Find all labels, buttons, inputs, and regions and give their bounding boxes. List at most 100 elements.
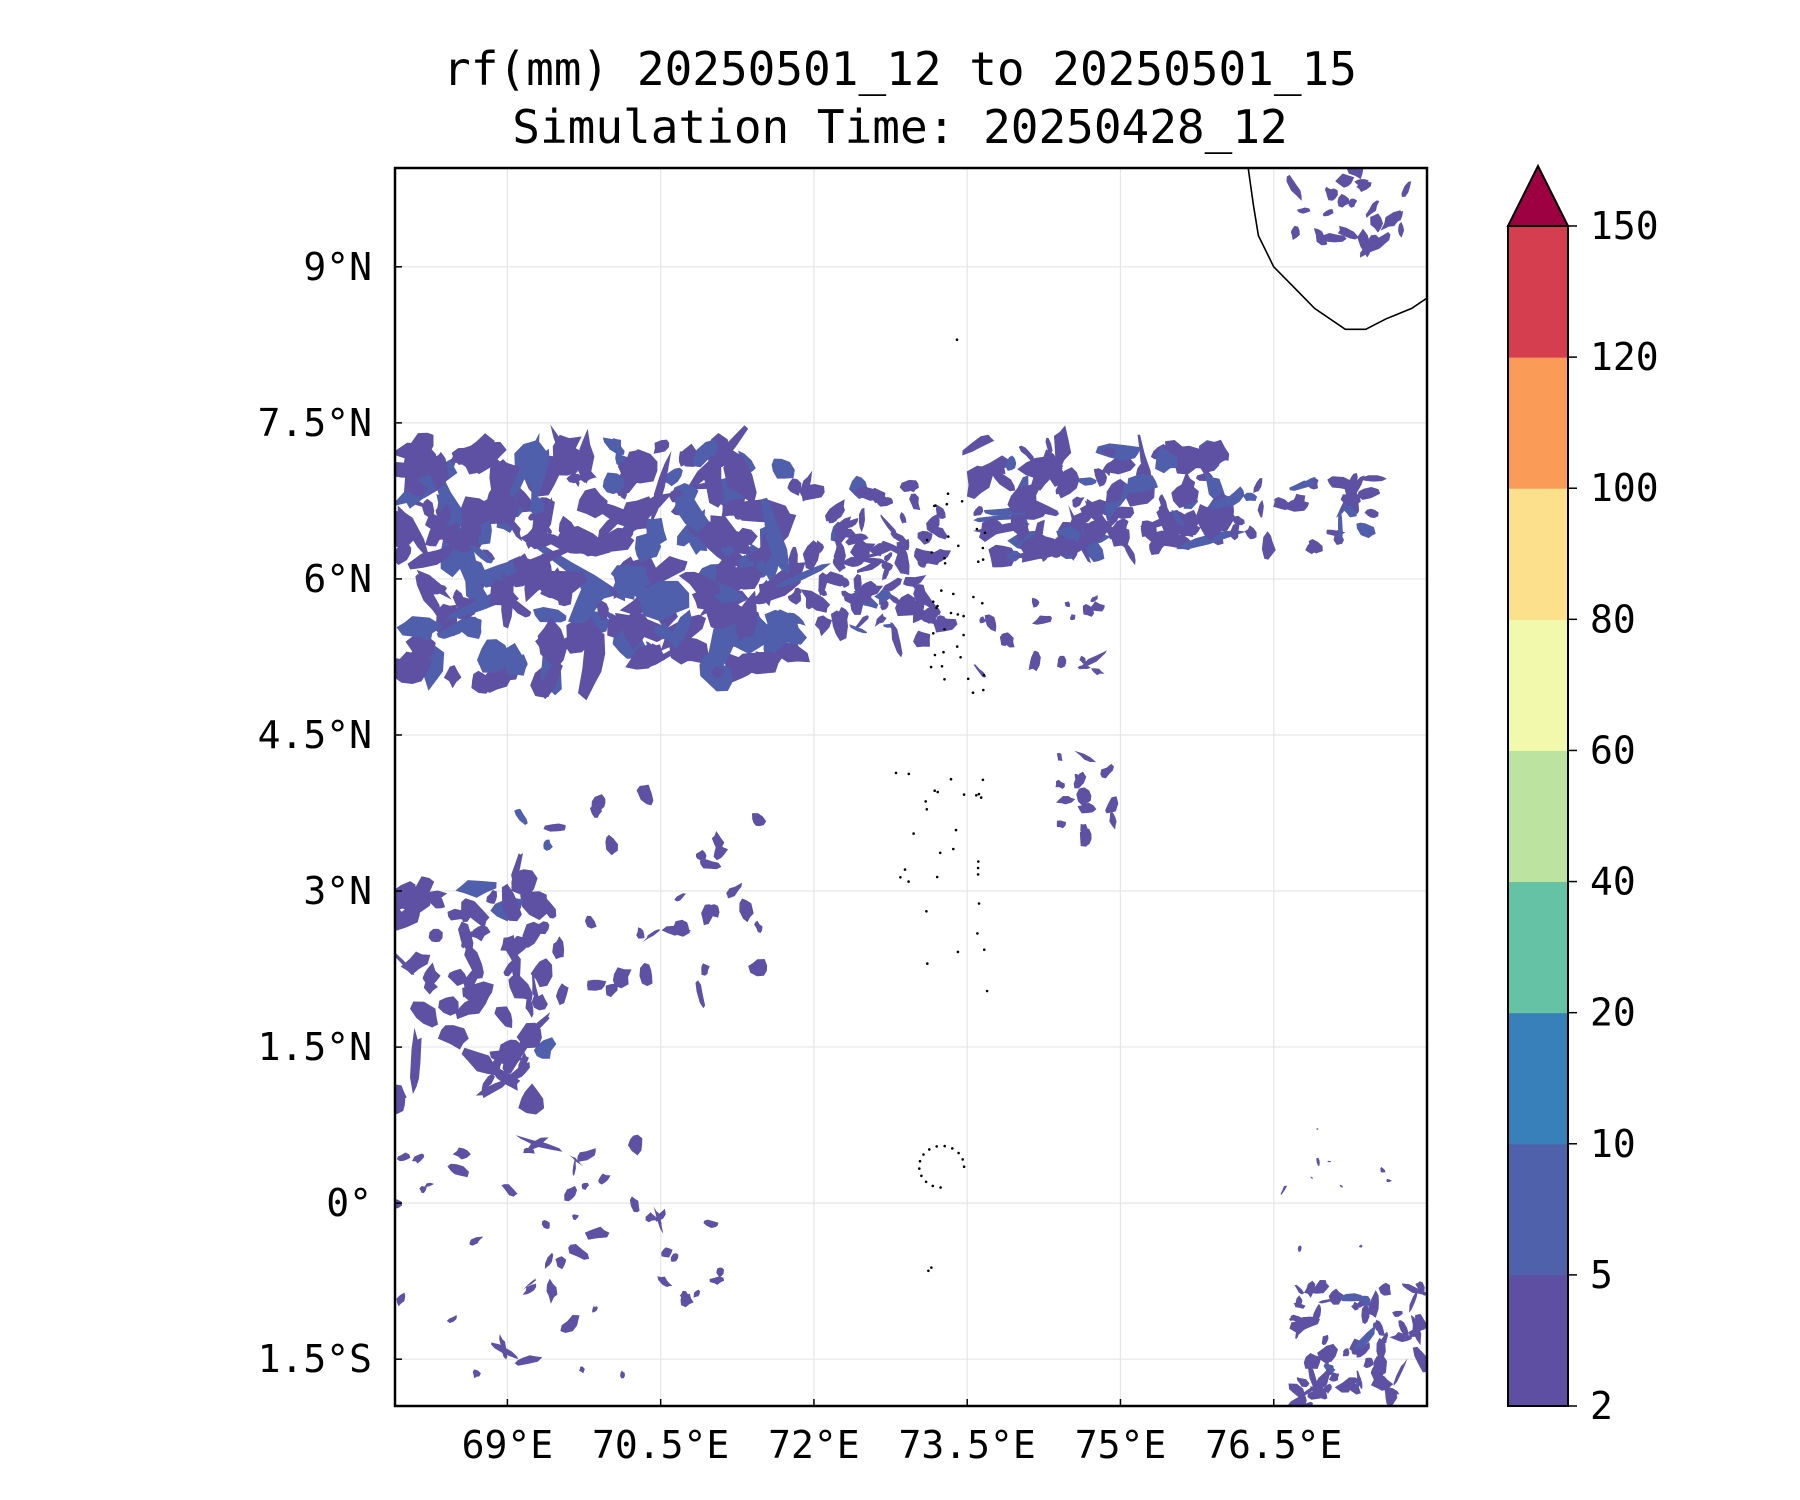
rain-cell bbox=[935, 504, 946, 519]
island-outline bbox=[942, 650, 945, 654]
rain-cell bbox=[516, 1022, 542, 1049]
rain-cell bbox=[1083, 518, 1108, 548]
rain-cell bbox=[1057, 655, 1067, 669]
rain-cell bbox=[1317, 1343, 1338, 1363]
rain-cell bbox=[1310, 1176, 1313, 1180]
island-outline bbox=[962, 614, 965, 618]
rain-cell bbox=[605, 834, 618, 856]
rain-cell bbox=[1178, 509, 1200, 538]
rain-cell bbox=[1064, 601, 1071, 607]
rain-cell bbox=[1335, 173, 1355, 188]
lat-tick-label: 4.5°N bbox=[258, 713, 372, 757]
rain-cell bbox=[661, 1247, 673, 1258]
rain-cell bbox=[881, 562, 893, 571]
lat-tick-label: 1.5°N bbox=[258, 1025, 372, 1069]
rain-cell bbox=[1104, 501, 1117, 523]
rain-cell bbox=[1005, 455, 1017, 471]
rain-cell bbox=[564, 1185, 577, 1202]
rain-cell bbox=[463, 558, 487, 586]
rain-cell bbox=[663, 467, 683, 487]
rain-cell bbox=[1109, 812, 1117, 830]
island-outline bbox=[982, 673, 986, 677]
rain-cell bbox=[645, 643, 685, 669]
rain-cell bbox=[874, 589, 892, 603]
island-outline bbox=[940, 589, 943, 592]
rain-cell bbox=[1243, 492, 1258, 501]
rain-cell bbox=[911, 609, 937, 625]
island-outline bbox=[981, 546, 985, 550]
rain-cell bbox=[1401, 181, 1412, 197]
rain-cell bbox=[973, 505, 983, 517]
rain-cell bbox=[585, 915, 597, 929]
rain-cell bbox=[1378, 1282, 1392, 1296]
rain-cell bbox=[509, 432, 540, 497]
rain-cell bbox=[1323, 1383, 1332, 1394]
rain-cell bbox=[576, 487, 608, 519]
rain-cell bbox=[632, 579, 659, 614]
rain-cell bbox=[1280, 1185, 1288, 1196]
rain-cell bbox=[645, 1212, 656, 1223]
rain-cell bbox=[533, 1037, 557, 1059]
island-outline bbox=[894, 771, 898, 775]
colorbar-segment bbox=[1508, 226, 1568, 358]
island-outline bbox=[918, 1159, 922, 1163]
rain-cell bbox=[636, 784, 654, 806]
rain-cell bbox=[1306, 1361, 1319, 1391]
rain-cell bbox=[1372, 1321, 1381, 1331]
rain-cell bbox=[1073, 771, 1087, 789]
rain-cell bbox=[1171, 483, 1199, 509]
rain-cell bbox=[397, 505, 429, 556]
island-outline bbox=[977, 560, 980, 563]
island-outline bbox=[977, 902, 981, 905]
rain-cell bbox=[1385, 1387, 1398, 1406]
rain-cell bbox=[1361, 1304, 1370, 1325]
colorbar-segment bbox=[1508, 750, 1568, 883]
rain-cell bbox=[833, 538, 846, 566]
rain-cell bbox=[1111, 525, 1130, 547]
rain-cell bbox=[639, 580, 690, 622]
island-outline bbox=[960, 500, 964, 503]
rain-cell bbox=[895, 593, 916, 617]
rain-cell bbox=[1229, 523, 1240, 541]
lat-tick-label: 3°N bbox=[303, 869, 372, 913]
india-coastline bbox=[1247, 168, 1427, 331]
rain-cell bbox=[501, 1184, 518, 1197]
rain-cell bbox=[962, 434, 995, 456]
rain-cell bbox=[514, 1355, 543, 1366]
rain-cell bbox=[1328, 1372, 1340, 1382]
rain-cell bbox=[936, 615, 947, 627]
rain-cell bbox=[883, 552, 893, 563]
island-outline bbox=[939, 1186, 942, 1189]
rain-cell bbox=[1337, 225, 1359, 240]
rain-cell bbox=[730, 566, 763, 590]
rain-cell bbox=[412, 1153, 425, 1164]
rain-cell bbox=[849, 624, 868, 634]
rain-cell bbox=[899, 479, 919, 492]
rain-cell bbox=[657, 1276, 673, 1288]
rain-cell bbox=[555, 983, 569, 1006]
rain-cell bbox=[522, 1283, 537, 1295]
colorbar-tick-label: 150 bbox=[1590, 204, 1659, 248]
island-outline bbox=[957, 544, 960, 548]
rain-cell bbox=[607, 613, 627, 639]
rain-cell bbox=[825, 571, 846, 587]
rain-cell bbox=[653, 1206, 664, 1234]
map-frame bbox=[393, 166, 1429, 1408]
island-outline bbox=[981, 558, 985, 561]
rain-cell bbox=[531, 974, 539, 1009]
rain-cell bbox=[1393, 1358, 1408, 1386]
rain-cell bbox=[863, 552, 882, 558]
rain-cell bbox=[1348, 198, 1358, 208]
rain-cell bbox=[622, 496, 655, 529]
rain-cell bbox=[1045, 437, 1053, 458]
rain-cell bbox=[489, 1049, 523, 1066]
island-outline bbox=[931, 1184, 935, 1188]
rain-cell bbox=[858, 507, 865, 533]
rain-cell bbox=[1055, 779, 1065, 789]
rain-cell bbox=[1410, 1314, 1422, 1346]
rain-cell bbox=[1342, 1348, 1350, 1357]
rain-cell bbox=[917, 530, 933, 545]
rain-cell bbox=[572, 1157, 576, 1176]
rain-cell bbox=[1224, 486, 1245, 508]
rain-cell bbox=[511, 869, 538, 899]
